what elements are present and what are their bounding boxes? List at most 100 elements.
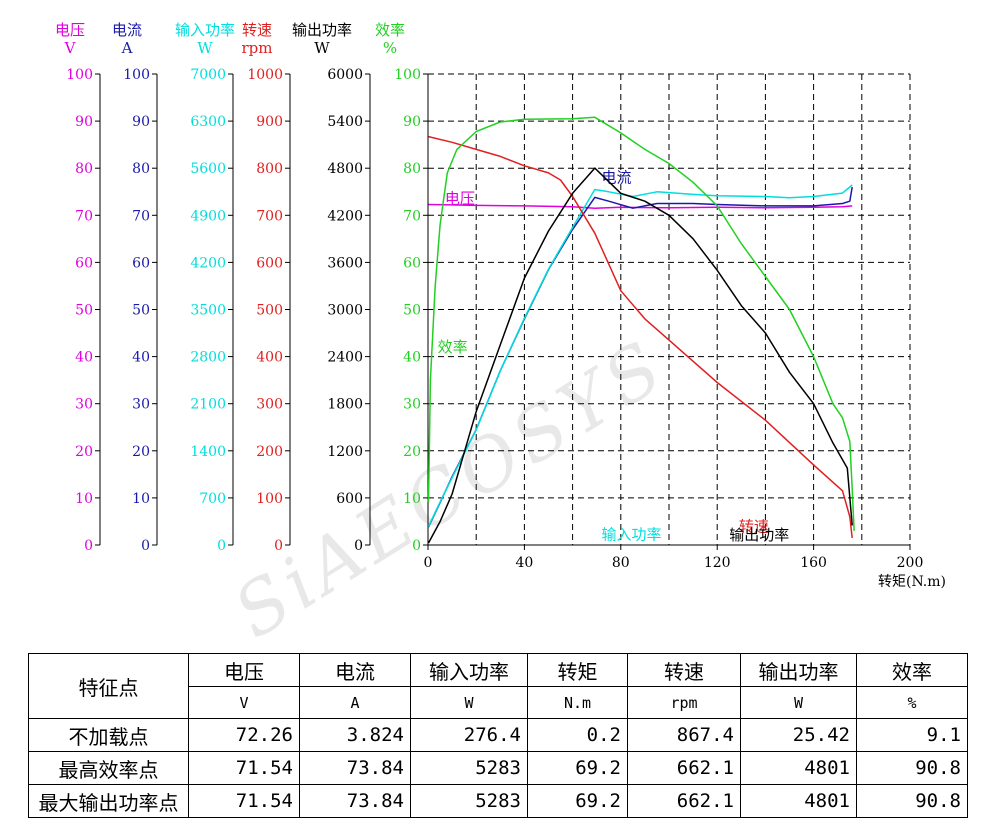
tick-label-output_power: 1800 bbox=[327, 397, 363, 413]
table-cell: 73.84 bbox=[299, 784, 411, 818]
header-output-power: 输出功率 bbox=[740, 653, 857, 687]
axis-unit-speed: rpm bbox=[242, 39, 273, 57]
tick-label-efficiency: 60 bbox=[403, 255, 421, 271]
row-label: 最大输出功率点 bbox=[28, 784, 189, 818]
table-cell: 4801 bbox=[740, 784, 857, 818]
axis-unit-current: A bbox=[121, 39, 133, 57]
series-label-efficiency: 效率 bbox=[438, 338, 468, 356]
row-label: 最高效率点 bbox=[28, 751, 189, 785]
tick-label-input_power: 7000 bbox=[190, 67, 226, 83]
tick-label-input_power: 5600 bbox=[190, 161, 226, 177]
tick-label-current: 90 bbox=[132, 114, 150, 130]
tick-label-input_power: 2800 bbox=[190, 350, 226, 366]
characteristic-points-table: 特征点 电压 电流 输入功率 转矩 转速 输出功率 效率 V A W N.m r… bbox=[28, 653, 968, 818]
table-row: 最大输出功率点 71.54 73.84 5283 69.2 662.1 4801… bbox=[28, 784, 968, 818]
tick-label-voltage: 30 bbox=[75, 397, 93, 413]
tick-label-efficiency: 100 bbox=[394, 67, 421, 83]
unit-torque: N.m bbox=[527, 686, 628, 719]
tick-label-efficiency: 20 bbox=[403, 444, 421, 460]
x-tick-label: 40 bbox=[515, 555, 533, 571]
unit-input-power: W bbox=[410, 686, 528, 719]
tick-label-voltage: 50 bbox=[75, 303, 93, 319]
table-cell: 4801 bbox=[740, 751, 857, 785]
table-cell: 69.2 bbox=[527, 751, 628, 785]
table-cell: 662.1 bbox=[627, 751, 741, 785]
table-cell: 90.8 bbox=[856, 784, 968, 818]
table-cell: 71.54 bbox=[188, 751, 300, 785]
tick-label-speed: 500 bbox=[256, 303, 283, 319]
tick-label-voltage: 100 bbox=[66, 67, 93, 83]
header-voltage: 电压 bbox=[188, 653, 300, 687]
series-label-voltage: 电压 bbox=[445, 190, 475, 208]
tick-label-output_power: 2400 bbox=[327, 350, 363, 366]
tick-label-efficiency: 40 bbox=[403, 350, 421, 366]
y-axes: 电压V 0 10 20 30 40 50 60 70 80 90 100 电流A 0 10 20 30 40 50 6… bbox=[55, 21, 429, 554]
tick-label-current: 100 bbox=[123, 67, 150, 83]
table-cell: 867.4 bbox=[627, 718, 741, 752]
tick-label-current: 10 bbox=[132, 491, 150, 507]
header-current: 电流 bbox=[299, 653, 411, 687]
axis-name-speed: 转速 bbox=[242, 21, 272, 39]
tick-label-current: 40 bbox=[132, 350, 150, 366]
tick-label-voltage: 90 bbox=[75, 114, 93, 130]
series-line-output_power bbox=[427, 167, 853, 544]
axis-name-input_power: 输入功率 bbox=[175, 21, 235, 39]
header-input-power: 输入功率 bbox=[410, 653, 528, 687]
table-cell: 71.54 bbox=[188, 784, 300, 818]
axis-unit-efficiency: % bbox=[383, 39, 397, 57]
x-tick-label: 0 bbox=[424, 555, 433, 571]
axis-unit-output_power: W bbox=[314, 39, 330, 57]
tick-label-speed: 200 bbox=[256, 444, 283, 460]
axis-name-voltage: 电压 bbox=[55, 21, 85, 39]
series-label-speed: 转速 bbox=[739, 518, 769, 536]
tick-label-output_power: 4200 bbox=[327, 208, 363, 224]
axis-unit-input_power: W bbox=[197, 39, 213, 57]
tick-label-voltage: 0 bbox=[84, 538, 93, 554]
unit-output-power: W bbox=[740, 686, 857, 719]
header-torque: 转矩 bbox=[527, 653, 628, 687]
table-cell: 25.42 bbox=[740, 718, 857, 752]
table-cell: 72.26 bbox=[188, 718, 300, 752]
tick-label-voltage: 70 bbox=[75, 208, 93, 224]
tick-label-output_power: 3000 bbox=[327, 303, 363, 319]
tick-label-output_power: 600 bbox=[336, 491, 363, 507]
unit-speed: rpm bbox=[627, 686, 741, 719]
table-cell: 5283 bbox=[410, 784, 528, 818]
tick-label-input_power: 2100 bbox=[190, 397, 226, 413]
tick-label-speed: 1000 bbox=[247, 67, 283, 83]
axis-name-efficiency: 效率 bbox=[375, 21, 405, 39]
tick-label-speed: 900 bbox=[256, 114, 283, 130]
tick-label-current: 0 bbox=[141, 538, 150, 554]
tick-label-efficiency: 0 bbox=[412, 538, 421, 554]
table-cell: 9.1 bbox=[856, 718, 968, 752]
table-cell: 0.2 bbox=[527, 718, 628, 752]
tick-label-input_power: 700 bbox=[199, 491, 226, 507]
tick-label-voltage: 40 bbox=[75, 350, 93, 366]
tick-label-efficiency: 90 bbox=[403, 114, 421, 130]
tick-label-current: 20 bbox=[132, 444, 150, 460]
tick-label-speed: 400 bbox=[256, 350, 283, 366]
tick-label-current: 50 bbox=[132, 303, 150, 319]
table-cell: 90.8 bbox=[856, 751, 968, 785]
tick-label-speed: 700 bbox=[256, 208, 283, 224]
tick-label-output_power: 4800 bbox=[327, 161, 363, 177]
x-axis-title: 转矩(N.m) bbox=[878, 574, 946, 590]
axis-unit-voltage: V bbox=[64, 39, 77, 57]
x-tick-label: 120 bbox=[704, 555, 731, 571]
tick-label-speed: 100 bbox=[256, 491, 283, 507]
tick-label-input_power: 4900 bbox=[190, 208, 226, 224]
tick-label-voltage: 80 bbox=[75, 161, 93, 177]
x-tick-label: 80 bbox=[612, 555, 630, 571]
axis-name-output_power: 输出功率 bbox=[292, 21, 352, 39]
axis-name-current: 电流 bbox=[112, 21, 142, 39]
series-label-current: 电流 bbox=[602, 168, 632, 186]
tick-label-input_power: 1400 bbox=[190, 444, 226, 460]
tick-label-efficiency: 10 bbox=[403, 491, 421, 507]
table-row: 不加载点 72.26 3.824 276.4 0.2 867.4 25.42 9… bbox=[28, 718, 968, 752]
tick-label-current: 30 bbox=[132, 397, 150, 413]
table-cell: 69.2 bbox=[527, 784, 628, 818]
unit-voltage: V bbox=[188, 686, 300, 719]
header-feature-point: 特征点 bbox=[28, 653, 189, 719]
header-speed: 转速 bbox=[627, 653, 741, 687]
tick-label-output_power: 0 bbox=[354, 538, 363, 554]
